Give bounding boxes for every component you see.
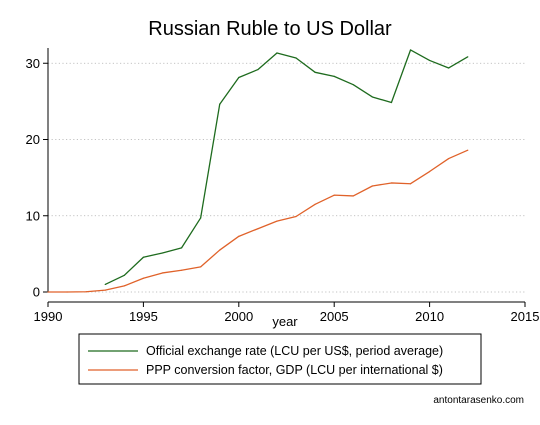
- series-ppp-point-1997: [180, 269, 183, 271]
- axes: 0 10 20 30 1990 1995 2000 2005 2010 2015: [26, 48, 540, 324]
- series-official-point-1997: [180, 247, 183, 249]
- x-tick-label-2015: 2015: [511, 309, 540, 324]
- series-official-point-1996: [161, 252, 164, 254]
- x-tick-label-1990: 1990: [34, 309, 63, 324]
- y-tick-label-10: 10: [26, 208, 40, 223]
- series-official-point-1998: [200, 217, 202, 219]
- series-ppp-point-2003: [295, 215, 297, 218]
- series-official-point-2009: [409, 49, 412, 51]
- series-official-point-2004: [314, 71, 316, 73]
- series-official-point-1999: [219, 103, 221, 105]
- y-tick-label-0: 0: [33, 285, 40, 300]
- series-ppp-point-1991: [66, 291, 68, 293]
- series-official-point-1994: [123, 274, 125, 276]
- series-ppp-point-1992: [85, 291, 87, 293]
- series-ppp-point-1999: [219, 249, 221, 251]
- series-ppp-point-2012: [467, 149, 469, 151]
- series-lines: [47, 49, 469, 293]
- series-ppp-point-2007: [371, 185, 373, 187]
- series-official-point-2011: [448, 67, 450, 69]
- series-ppp-point-2011: [448, 157, 450, 160]
- x-tick-label-2000: 2000: [224, 309, 253, 324]
- gridlines: [48, 62, 525, 293]
- series-ppp-point-2009: [409, 183, 412, 185]
- y-tick-label-20: 20: [26, 132, 40, 147]
- series-official-point-2001: [257, 68, 259, 71]
- series-ppp-point-2010: [429, 170, 431, 173]
- series-ppp-point-2005: [333, 194, 335, 196]
- series-official-point-2002: [276, 52, 278, 54]
- series-ppp-point-2002: [276, 220, 278, 222]
- series-official-point-2006: [352, 84, 354, 86]
- series-ppp-point-1996: [161, 272, 164, 274]
- y-tick-label-30: 30: [26, 56, 40, 71]
- series-ppp-point-2006: [352, 195, 354, 197]
- series-official-point-2005: [333, 75, 335, 77]
- series-ppp-line: [47, 149, 469, 293]
- legend-label-ppp: PPP conversion factor, GDP (LCU per inte…: [146, 363, 443, 377]
- series-official-point-2007: [371, 96, 373, 98]
- series-ppp-point-1994: [123, 285, 125, 287]
- x-tick-label-2010: 2010: [415, 309, 444, 324]
- series-ppp-point-1990: [47, 291, 49, 293]
- series-official-point-2012: [467, 56, 469, 58]
- series-official-point-2010: [429, 59, 431, 62]
- source-credit: antontarasenko.com: [433, 395, 524, 406]
- series-ppp-point-2008: [390, 182, 393, 184]
- x-tick-label-2005: 2005: [320, 309, 349, 324]
- series-official-point-2008: [390, 101, 393, 104]
- series-ppp-point-1998: [200, 266, 202, 268]
- series-ppp-point-2001: [257, 228, 259, 230]
- series-official-point-1995: [142, 256, 144, 258]
- legend-box: [78, 333, 482, 385]
- series-official-point-2003: [295, 57, 297, 59]
- x-axis-label: year: [272, 314, 298, 329]
- series-official-point-1993: [104, 283, 106, 286]
- chart-title: Russian Ruble to US Dollar: [148, 18, 392, 40]
- series-ppp-point-1995: [142, 277, 144, 279]
- series-ppp-point-2000: [238, 235, 240, 237]
- legend: Official exchange rate (LCU per US$, per…: [78, 333, 482, 385]
- series-ppp-point-1993: [104, 289, 106, 291]
- series-official-point-2000: [238, 76, 240, 79]
- series-ppp-point-2004: [314, 203, 316, 205]
- series-official-line: [104, 49, 469, 286]
- x-tick-label-1995: 1995: [129, 309, 158, 324]
- legend-label-official: Official exchange rate (LCU per US$, per…: [146, 344, 443, 358]
